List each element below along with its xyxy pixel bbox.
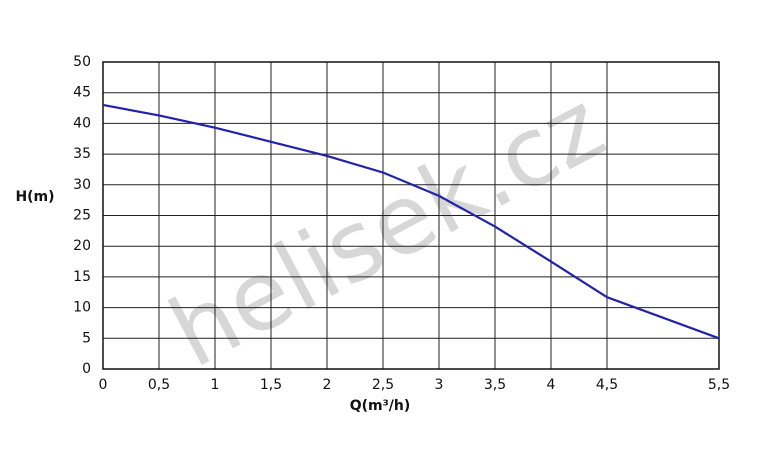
y-tick-label: 40 <box>73 115 91 131</box>
y-tick-label: 0 <box>82 361 91 377</box>
x-tick-label: 4 <box>547 377 556 393</box>
x-tick-label: 0 <box>99 377 108 393</box>
curve <box>102 103 720 340</box>
y-tick-label: 50 <box>73 54 91 70</box>
y-tick-label: 15 <box>73 269 91 285</box>
plot-frame <box>102 61 720 370</box>
x-axis-label: Q(m³/h) <box>350 398 411 414</box>
x-tick-label: 2 <box>323 377 332 393</box>
y-tick-label: 5 <box>82 330 91 346</box>
x-tick-label: 1,5 <box>260 377 282 393</box>
x-tick-label: 3 <box>435 377 444 393</box>
y-tick-label: 10 <box>73 300 91 316</box>
x-tick-label: 4,5 <box>596 377 618 393</box>
y-tick-label: 25 <box>73 208 91 224</box>
y-tick-label: 30 <box>73 177 91 193</box>
y-axis-label: H(m) <box>15 189 54 205</box>
x-tick-label: 1 <box>211 377 220 393</box>
x-tick-label: 2,5 <box>372 377 394 393</box>
y-tick-label: 35 <box>73 146 91 162</box>
x-tick-label: 5,5 <box>708 377 730 393</box>
y-tick-label: 20 <box>73 238 91 254</box>
x-tick-label: 3,5 <box>484 377 506 393</box>
y-tick-label: 45 <box>73 85 91 101</box>
x-tick-label: 0,5 <box>148 377 170 393</box>
